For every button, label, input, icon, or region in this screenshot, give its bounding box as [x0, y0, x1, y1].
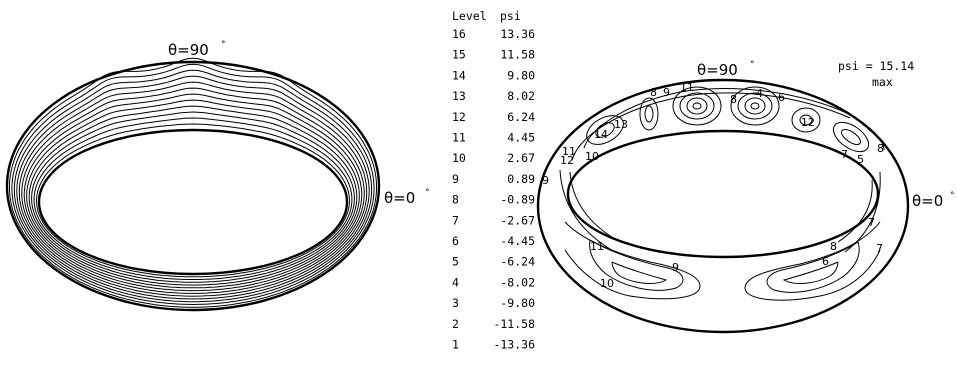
contour-level-label: 10 — [600, 277, 614, 290]
contour-level-label: 14 — [594, 128, 608, 141]
level-number: 12 — [452, 110, 466, 124]
right-theta-90-label: θ=90 — [697, 61, 738, 79]
right-theta-0-label: θ=0 — [912, 192, 943, 210]
contour-level-label: 9 — [663, 86, 670, 99]
left-contour-line — [23, 93, 363, 292]
left-contour-panel: θ=90 ° θ=0 ° — [5, 40, 430, 312]
left-contour-line — [33, 117, 353, 280]
level-psi-value: 0.89 — [507, 172, 535, 186]
contour-level-label: 8 — [877, 142, 884, 155]
levels-header-psi: psi — [500, 9, 521, 23]
level-psi-value: 9.80 — [507, 68, 535, 82]
level-number: 3 — [452, 296, 459, 310]
left-contour-line — [31, 111, 355, 283]
right-outer-boundary — [536, 78, 910, 334]
level-psi-value: -11.58 — [493, 317, 535, 331]
left-outer-boundary — [5, 60, 381, 312]
contour-level-label: 11 — [590, 240, 604, 253]
left-theta-90-label: θ=90 — [168, 41, 209, 59]
level-number: 9 — [452, 172, 459, 186]
right-theta-0-degree: ° — [950, 191, 955, 201]
level-number: 10 — [452, 151, 466, 165]
right-contour-lines — [559, 86, 885, 301]
left-contour-line — [16, 75, 370, 300]
levels-header-level: Level — [452, 9, 487, 23]
level-number: 7 — [452, 213, 459, 227]
level-psi-value: -0.89 — [500, 193, 535, 207]
contour-level-label: 12 — [560, 154, 574, 167]
level-psi-value: 6.24 — [507, 110, 535, 124]
level-number: 15 — [452, 48, 466, 62]
level-psi-value: 2.67 — [507, 151, 535, 165]
level-psi-value: -9.80 — [500, 296, 535, 310]
psi-max-label: psi = 15.14 — [838, 59, 914, 73]
contour-level-label: 13 — [614, 118, 628, 131]
contour-level-label: 5 — [857, 153, 864, 166]
level-number: 5 — [452, 255, 459, 269]
left-inner-boundary — [37, 128, 349, 276]
contour-level-label: 12 — [801, 116, 815, 129]
contour-level-label: 7 — [868, 216, 875, 229]
right-theta-90-degree: ° — [750, 60, 755, 70]
psi-max-subscript: max — [872, 75, 893, 89]
level-number: 1 — [452, 338, 459, 352]
level-number: 2 — [452, 317, 459, 331]
contour-level-label: 11 — [562, 145, 576, 158]
level-psi-value: 4.45 — [507, 131, 535, 145]
level-psi-value: -6.24 — [500, 255, 535, 269]
left-contour-line — [35, 123, 351, 278]
level-psi-value: -4.45 — [500, 234, 535, 248]
level-number: 13 — [452, 89, 466, 103]
level-number: 8 — [452, 193, 459, 207]
level-number: 11 — [452, 131, 466, 145]
level-psi-value: -8.02 — [500, 275, 535, 289]
contour-level-label: 7 — [841, 148, 848, 161]
left-contour-line — [28, 105, 358, 286]
left-contour-line — [18, 81, 368, 297]
contour-level-label: 4 — [756, 87, 763, 100]
contour-level-label: 7 — [876, 242, 883, 255]
level-number: 14 — [452, 68, 466, 82]
level-psi-value: 13.36 — [500, 27, 535, 41]
level-number: 6 — [452, 234, 459, 248]
level-psi-value: -13.36 — [493, 338, 535, 352]
left-theta-0-label: θ=0 — [384, 189, 415, 207]
contour-level-label: 9 — [542, 174, 549, 187]
contour-level-label: 6 — [778, 91, 785, 104]
level-psi-value: -2.67 — [500, 213, 535, 227]
contour-level-label: 10 — [585, 150, 599, 163]
level-psi-value: 8.02 — [507, 89, 535, 103]
left-theta-90-degree: ° — [221, 40, 226, 50]
left-contour-line — [13, 69, 373, 303]
contour-level-label: 6 — [822, 255, 829, 268]
left-contour-line — [11, 63, 375, 306]
left-contour-line — [26, 99, 360, 289]
level-number: 4 — [452, 275, 459, 289]
right-inner-boundary — [566, 129, 880, 259]
contour-level-label: 9 — [672, 261, 679, 274]
right-contour-panel: θ=90 ° θ=0 ° psi = 15.14 max 8 9 118 4 61213… — [536, 59, 955, 334]
contour-level-label: 8 — [730, 93, 737, 106]
contour-level-label: 11 — [680, 81, 694, 94]
left-contour-lines — [9, 57, 377, 308]
left-theta-0-degree: ° — [425, 188, 430, 198]
left-contour-line — [21, 87, 365, 294]
contour-level-label: 8 — [830, 240, 837, 253]
level-number: 16 — [452, 27, 466, 41]
contour-level-label: 8 — [650, 86, 657, 99]
level-psi-value: 11.58 — [500, 48, 535, 62]
